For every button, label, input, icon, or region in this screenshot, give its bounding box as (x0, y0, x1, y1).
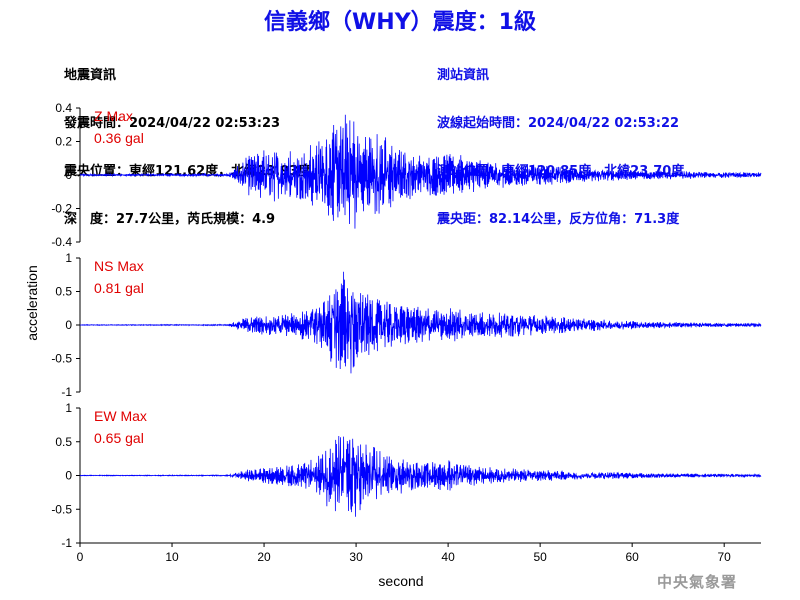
y-tick-label: 0.5 (55, 435, 72, 449)
y-tick-label: 0 (65, 168, 72, 182)
station-info-heading: 測站資訊 (437, 68, 490, 83)
x-tick-label: 40 (441, 550, 455, 564)
max-label-z: Z Max (94, 108, 133, 124)
panel-ew: -1 -0.5 0 0.5 1 EW Max 0.65 gal (51, 401, 762, 550)
x-tick-label: 0 (77, 550, 84, 564)
quake-depth-magnitude: 深 度：27.7公里，芮氏規模：4.9 (64, 212, 276, 227)
y-tick-label: 0.5 (55, 285, 72, 299)
y-tick-label: -0.2 (51, 202, 72, 216)
x-axis-title: second (378, 573, 423, 589)
waveform-ew (79, 436, 762, 517)
y-tick-label: 0.4 (55, 101, 72, 115)
station-start-time: 波線起始時間：2024/04/22 02:53:22 (437, 116, 680, 131)
panel-ns: -1 -0.5 0 0.5 1 NS Max 0.81 gal (51, 251, 762, 399)
x-tick-label: 60 (625, 550, 639, 564)
y-tick-label: 0 (65, 469, 72, 483)
max-label-ew: EW Max (94, 408, 147, 424)
y-tick-label: 0.2 (55, 135, 72, 149)
y-axis-title: acceleration (24, 265, 40, 341)
x-tick-label: 70 (718, 550, 732, 564)
y-tick-label: -0.5 (51, 352, 72, 366)
max-value-ew: 0.65 gal (94, 430, 144, 446)
x-axis: 0 10 20 30 40 50 60 70 (77, 542, 761, 564)
quake-info-heading: 地震資訊 (64, 68, 117, 83)
y-tick-label: -0.5 (51, 502, 72, 516)
max-label-ns: NS Max (94, 258, 144, 274)
chart-title: 信義鄉（WHY）震度：1級 (264, 10, 536, 35)
waveform-ns (79, 271, 762, 374)
y-tick-label: 0 (65, 318, 72, 332)
x-tick-label: 50 (533, 550, 547, 564)
waveform-z (79, 114, 762, 229)
x-tick-label: 20 (257, 550, 271, 564)
max-value-ns: 0.81 gal (94, 280, 144, 296)
quake-origin-time: 發震時間：2024/04/22 02:53:23 (64, 116, 281, 131)
station-distance-azimuth: 震央距：82.14公里，反方位角：71.3度 (437, 212, 680, 227)
y-tick-label: 1 (65, 401, 72, 415)
panel-z: -0.4 -0.2 0 0.2 0.4 Z Max 0.36 gal (51, 101, 762, 249)
station-info-block: 測站資訊 波線起始時間：2024/04/22 02:53:22 測站位置：東經1… (437, 36, 684, 244)
max-value-z: 0.36 gal (94, 130, 144, 146)
x-tick-label: 30 (349, 550, 363, 564)
x-tick-label: 10 (165, 550, 179, 564)
y-tick-label: -1 (61, 536, 72, 550)
agency-watermark: 中央氣象署 (657, 573, 738, 591)
y-tick-label: -1 (61, 385, 72, 399)
y-tick-label: -0.4 (51, 235, 72, 249)
y-tick-label: 1 (65, 251, 72, 265)
